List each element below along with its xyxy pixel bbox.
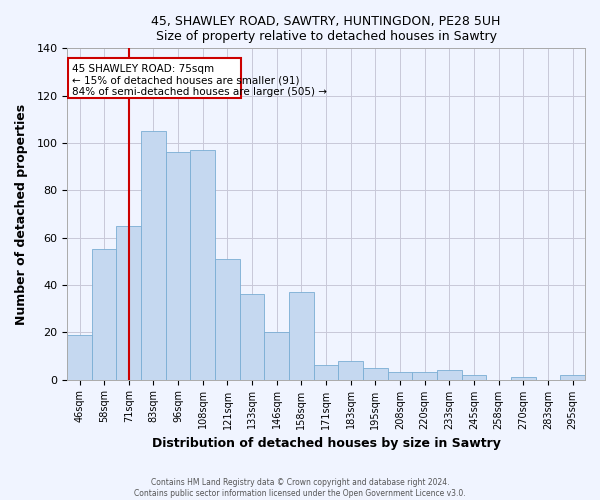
Text: ← 15% of detached houses are smaller (91): ← 15% of detached houses are smaller (91… [72,76,299,86]
Bar [92,250,116,380]
Bar [67,334,92,380]
Title: 45, SHAWLEY ROAD, SAWTRY, HUNTINGDON, PE28 5UH
Size of property relative to deta: 45, SHAWLEY ROAD, SAWTRY, HUNTINGDON, PE… [151,15,501,43]
Bar [215,259,240,380]
Bar [363,368,388,380]
Bar [240,294,265,380]
Bar [560,375,585,380]
Bar [116,226,141,380]
Text: 84% of semi-detached houses are larger (505) →: 84% of semi-detached houses are larger (… [72,88,327,98]
Y-axis label: Number of detached properties: Number of detached properties [15,104,28,324]
Bar [166,152,190,380]
Bar [68,58,241,98]
Bar [388,372,412,380]
X-axis label: Distribution of detached houses by size in Sawtry: Distribution of detached houses by size … [152,437,500,450]
Bar [437,370,462,380]
Bar [265,332,289,380]
Bar [338,360,363,380]
Bar [190,150,215,380]
Bar [462,375,487,380]
Bar [511,377,536,380]
Bar [412,372,437,380]
Bar [141,131,166,380]
Bar [314,366,338,380]
Text: 45 SHAWLEY ROAD: 75sqm: 45 SHAWLEY ROAD: 75sqm [72,64,214,74]
Bar [289,292,314,380]
Text: Contains HM Land Registry data © Crown copyright and database right 2024.
Contai: Contains HM Land Registry data © Crown c… [134,478,466,498]
